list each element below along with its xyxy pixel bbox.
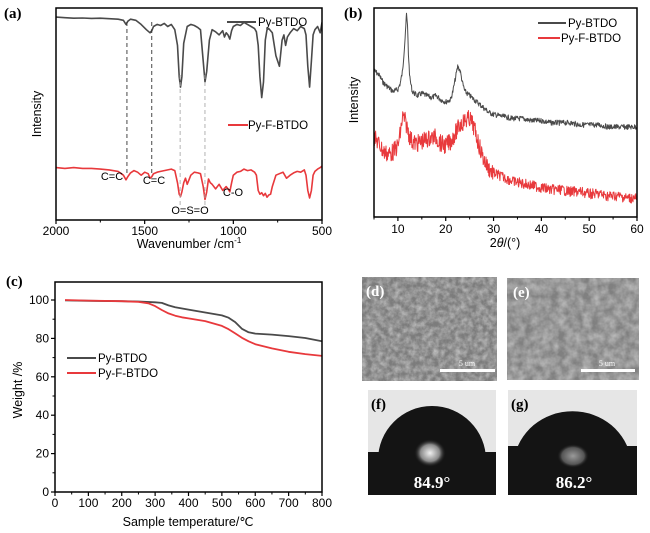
legend-label-py-btdo-a: Py-BTDO bbox=[258, 17, 307, 29]
sem-e-scale-bar bbox=[581, 369, 635, 372]
panel-b-label: (b) bbox=[344, 6, 362, 22]
sem-d-texture bbox=[362, 277, 497, 381]
panel-c-plot-area bbox=[64, 299, 322, 357]
x-tick-label: 400 bbox=[178, 496, 198, 510]
y-tick-label: 20 bbox=[36, 447, 50, 461]
panel-c-tga: (c) 0 100 200 300 400 500 600 700 800 0 20 40 60 80 10… bbox=[6, 274, 332, 529]
series-line-py-f-btdo bbox=[56, 165, 322, 201]
annotation-o-s-o: O=S=O bbox=[171, 205, 209, 217]
series-line-py-btdo bbox=[56, 16, 322, 99]
legend-label-py-btdo-b: Py-BTDO bbox=[568, 18, 617, 30]
sem-d-label: (d) bbox=[366, 284, 384, 300]
panel-a-xlabel: Wavenumber /cm-1 bbox=[137, 236, 242, 251]
x-tick-label: 0 bbox=[52, 496, 59, 510]
legend-label-py-f-btdo-a: Py-F-BTDO bbox=[248, 120, 308, 132]
y-tick-label: 60 bbox=[36, 370, 50, 384]
contact-g-label: (g) bbox=[511, 397, 529, 413]
panel-b-x-ticks: 10 20 30 40 50 60 bbox=[373, 217, 644, 236]
panel-a-ylabel: Intensity bbox=[30, 90, 44, 137]
y-tick-label: 40 bbox=[36, 408, 50, 422]
contact-f-droplet bbox=[378, 406, 486, 460]
annotation-c-o: C-O bbox=[223, 187, 244, 199]
panel-c-ylabel: Weight /% bbox=[11, 362, 25, 419]
contact-angle-image-g: (g) 86.2° bbox=[508, 390, 637, 495]
sem-d-scale-bar bbox=[440, 369, 495, 372]
panel-c-frame bbox=[54, 281, 323, 493]
y-tick-label: 80 bbox=[36, 331, 50, 345]
contact-angle-image-f: (f) 84.9° bbox=[368, 390, 496, 495]
x-tick-label: 500 bbox=[312, 224, 332, 238]
contact-g-highlight bbox=[557, 444, 589, 468]
legend-label-py-f-btdo-c: Py-F-BTDO bbox=[98, 368, 158, 380]
x-tick-label: 600 bbox=[245, 496, 265, 510]
annotation-c-c-2: C=C bbox=[143, 175, 165, 187]
x-tick-label: 800 bbox=[312, 496, 332, 510]
sem-d-scale-text: 5 um bbox=[459, 359, 476, 368]
x-tick-label: 2000 bbox=[43, 224, 70, 238]
panel-a-label: (a) bbox=[4, 6, 22, 22]
x-tick-label: 40 bbox=[535, 222, 549, 236]
panel-b-plot-area bbox=[374, 12, 637, 204]
x-tick-label: 700 bbox=[279, 496, 299, 510]
x-tick-label: 100 bbox=[78, 496, 98, 510]
panel-c-ticks: 0 100 200 300 400 500 600 700 800 0 20 40 60 80 100 bbox=[29, 293, 332, 510]
y-tick-label: 0 bbox=[42, 485, 49, 499]
y-tick-label: 100 bbox=[29, 293, 49, 307]
x-tick-label: 300 bbox=[145, 496, 165, 510]
panel-c-xlabel: Sample temperature/℃ bbox=[123, 515, 254, 529]
panel-b-ylabel: Intensity bbox=[347, 76, 361, 123]
contact-g-angle: 86.2° bbox=[556, 473, 593, 492]
sem-e-texture bbox=[507, 278, 639, 380]
x-tick-label: 1500 bbox=[131, 224, 158, 238]
contact-f-label: (f) bbox=[371, 397, 386, 413]
x-tick-label: 10 bbox=[391, 222, 405, 236]
panel-b-frame bbox=[373, 7, 638, 218]
annotation-c-c-1: C=C bbox=[101, 171, 123, 183]
sem-e-label: (e) bbox=[513, 285, 530, 301]
sem-image-e: (e) 5 um bbox=[507, 278, 639, 380]
series-line-py-f-btdo bbox=[64, 299, 322, 357]
x-tick-label: 20 bbox=[439, 222, 453, 236]
contact-f-highlight bbox=[414, 439, 446, 467]
panel-b-xrd: (b) 10 20 30 40 50 60 2θ/(°) Intensity Py-BTD… bbox=[344, 6, 644, 250]
x-tick-label: 200 bbox=[112, 496, 132, 510]
sem-e-scale-text: 5 um bbox=[599, 359, 616, 368]
contact-g-droplet bbox=[514, 411, 631, 460]
x-tick-label: 500 bbox=[212, 496, 232, 510]
panel-a-x-ticks: 2000 1500 1000 500 bbox=[43, 220, 332, 238]
series-line-py-btdo bbox=[64, 299, 322, 343]
series-line-py-btdo bbox=[374, 12, 637, 130]
x-tick-label: 60 bbox=[630, 222, 644, 236]
panel-a-reference-lines bbox=[126, 22, 206, 205]
panel-a-ftir: (a) 2000 1500 1000 500 Wavenumber /cm-1 Int… bbox=[4, 6, 332, 251]
legend-label-py-f-btdo-b: Py-F-BTDO bbox=[561, 33, 621, 45]
panel-a-plot-area bbox=[56, 16, 322, 201]
series-line-py-f-btdo bbox=[374, 110, 637, 204]
panel-c-label: (c) bbox=[6, 274, 23, 290]
x-tick-label: 30 bbox=[487, 222, 501, 236]
x-tick-label: 1000 bbox=[220, 224, 247, 238]
x-tick-label: 50 bbox=[583, 222, 597, 236]
panel-b-xlabel: 2θ/(°) bbox=[490, 236, 521, 250]
contact-f-angle: 84.9° bbox=[414, 473, 451, 492]
sem-image-d: (d) 5 um bbox=[362, 277, 497, 381]
legend-label-py-btdo-c: Py-BTDO bbox=[98, 353, 147, 365]
